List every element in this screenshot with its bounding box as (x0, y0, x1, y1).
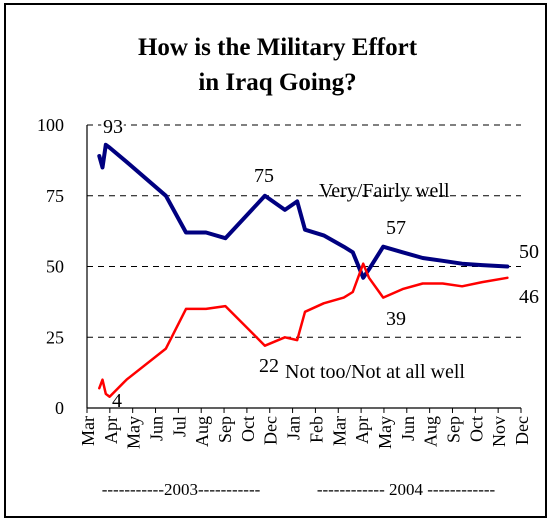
chart-title-line-2: in Iraq Going? (198, 69, 357, 96)
chart-frame (4, 3, 547, 518)
series-label-very-fairly-well: Very/Fairly well (319, 180, 450, 202)
data-label-39: 39 (386, 308, 406, 330)
y-tick-label-100: 100 (37, 115, 64, 135)
y-tick-label-50: 50 (46, 257, 64, 277)
year-label-2003: -----------2003----------- (102, 480, 261, 499)
x-tick-label-may-13: May (375, 416, 395, 449)
series-line-not-too-not-at-all-well (98, 262, 509, 398)
y-tick-label-75: 75 (46, 186, 64, 206)
y-tick-label-0: 0 (55, 398, 64, 418)
x-tick-label-jun-3: Jun (147, 416, 167, 441)
data-label-57: 57 (386, 217, 406, 239)
data-label-4: 4 (112, 390, 122, 412)
x-tick-label-mar-11: Mar (329, 416, 349, 446)
x-tick-label-sep-6: Sep (215, 416, 235, 443)
x-tick-label-jul-4: Jul (169, 416, 189, 437)
x-tick-label-feb-10: Feb (306, 416, 326, 443)
x-tick-label-may-2: May (124, 416, 144, 449)
x-tick-label-nov-18: Nov (489, 416, 509, 447)
x-tick-label-oct-17: Oct (466, 416, 486, 442)
series-label-not-too-not-at-all-well: Not too/Not at all well (285, 361, 465, 383)
chart-title-line-1: How is the Military Effort (137, 34, 418, 61)
x-tick-label-oct-7: Oct (238, 416, 258, 442)
x-tick-label-mar-0: Mar (78, 416, 98, 446)
data-label-50: 50 (519, 241, 539, 263)
x-tick-label-aug-5: Aug (192, 416, 212, 447)
x-tick-label-apr-12: Apr (352, 416, 372, 444)
data-label-93: 93 (103, 116, 123, 138)
x-tick-label-dec-8: Dec (261, 416, 281, 445)
y-tick-label-25: 25 (46, 327, 64, 347)
x-tick-label-jan-9: Jan (284, 416, 304, 440)
x-tick-label-jun-14: Jun (398, 416, 418, 441)
data-label-75: 75 (254, 165, 274, 187)
data-label-22: 22 (259, 355, 279, 377)
data-label-46: 46 (519, 286, 539, 308)
series-line-very-fairly-well (97, 142, 510, 280)
x-tick-label-aug-15: Aug (421, 416, 441, 447)
year-label-2004: ------------ 2004 ------------ (317, 480, 496, 499)
x-tick-label-apr-1: Apr (101, 416, 121, 444)
chart-title: How is the Military Effort in Iraq Going… (0, 30, 555, 100)
x-tick-label-sep-16: Sep (443, 416, 463, 443)
x-tick-label-dec-19: Dec (512, 416, 532, 445)
